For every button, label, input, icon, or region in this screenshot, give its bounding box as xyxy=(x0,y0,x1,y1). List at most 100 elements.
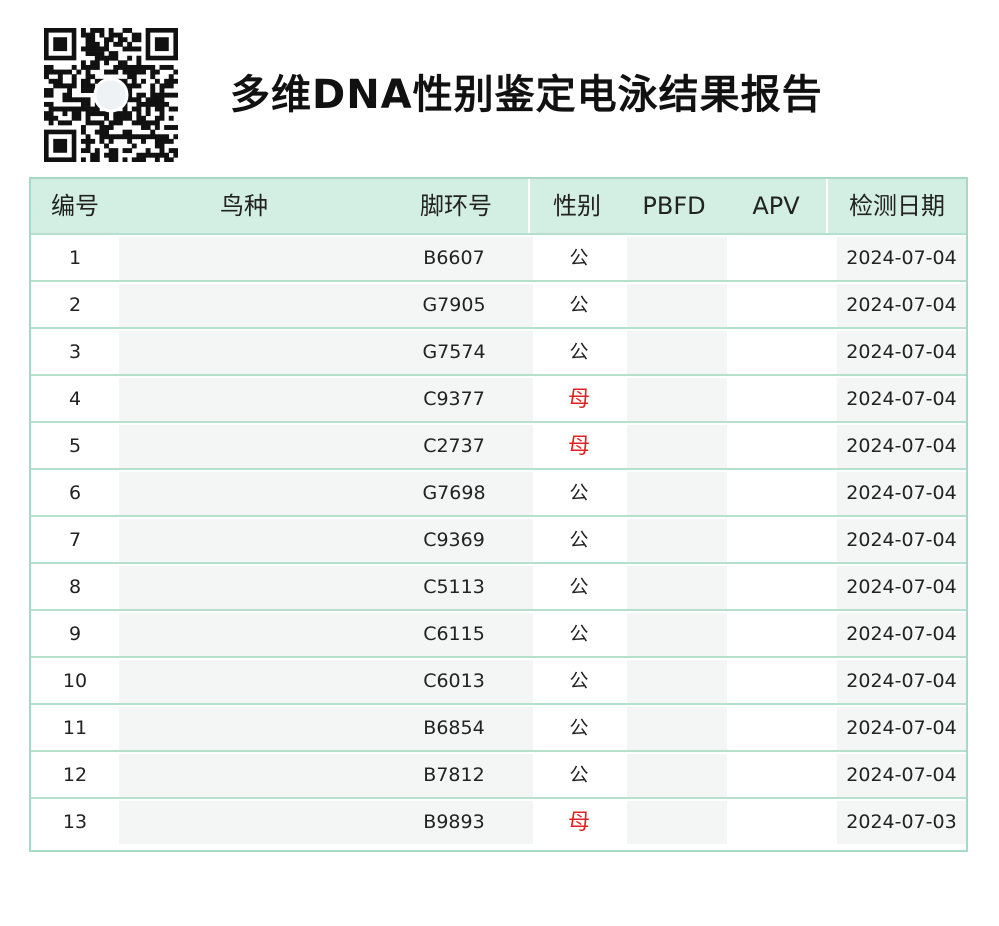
cell-pbfd xyxy=(627,613,727,656)
table-row: 5 C2737 母 2024-07-04 xyxy=(31,423,966,470)
header-apv: APV xyxy=(752,192,800,220)
cell-ring: B6854 xyxy=(375,707,533,750)
cell-apv xyxy=(729,519,827,562)
cell-no: 7 xyxy=(68,529,82,551)
row-divider xyxy=(31,515,966,517)
cell-pbfd xyxy=(627,754,727,797)
cell-no: 6 xyxy=(68,482,82,504)
table-row: 4 C9377 母 2024-07-04 xyxy=(31,376,966,423)
row-divider xyxy=(31,421,966,423)
cell-date: 2024-07-04 xyxy=(837,566,966,609)
cell-no: 9 xyxy=(68,623,82,645)
cell-apv xyxy=(729,284,827,327)
cell-ring: G7698 xyxy=(375,472,533,515)
header-species: 鸟种 xyxy=(220,192,268,220)
cell-date: 2024-07-04 xyxy=(837,284,966,327)
cell-apv xyxy=(729,425,827,468)
cell-no: 12 xyxy=(62,764,88,786)
cell-apv xyxy=(729,754,827,797)
cell-apv xyxy=(729,613,827,656)
cell-species xyxy=(119,801,375,844)
cell-sex: 公 xyxy=(569,529,589,551)
cell-date: 2024-07-04 xyxy=(837,707,966,750)
cell-ring: C2737 xyxy=(375,425,533,468)
cell-no: 10 xyxy=(62,670,88,692)
table-row: 2 G7905 公 2024-07-04 xyxy=(31,282,966,329)
table-row: 1 B6607 公 2024-07-04 xyxy=(31,235,966,282)
cell-ring: B7812 xyxy=(375,754,533,797)
cell-apv xyxy=(729,472,827,515)
table-row: 10 C6013 公 2024-07-04 xyxy=(31,658,966,705)
row-divider xyxy=(31,233,966,235)
cell-no: 11 xyxy=(62,717,88,739)
header-no: 编号 xyxy=(51,192,99,220)
cell-apv xyxy=(729,378,827,421)
cell-no: 13 xyxy=(62,811,88,833)
cell-date: 2024-07-03 xyxy=(837,801,966,844)
cell-ring: C6115 xyxy=(375,613,533,656)
cell-apv xyxy=(729,237,827,280)
cell-pbfd xyxy=(627,519,727,562)
table-row: 11 B6854 公 2024-07-04 xyxy=(31,705,966,752)
cell-sex: 公 xyxy=(569,247,589,269)
header-ring: 脚环号 xyxy=(420,192,492,220)
cell-sex: 母 xyxy=(567,810,590,835)
cell-pbfd xyxy=(627,801,727,844)
cell-pbfd xyxy=(627,331,727,374)
cell-date: 2024-07-04 xyxy=(837,613,966,656)
cell-sex: 公 xyxy=(569,576,589,598)
cell-apv xyxy=(729,801,827,844)
cell-pbfd xyxy=(627,237,727,280)
report-title: 多维DNA性别鉴定电泳结果报告 xyxy=(230,72,823,118)
cell-ring: B6607 xyxy=(375,237,533,280)
cell-species xyxy=(119,425,375,468)
cell-no: 8 xyxy=(68,576,82,598)
cell-no: 1 xyxy=(68,247,82,269)
cell-species xyxy=(119,284,375,327)
cell-species xyxy=(119,754,375,797)
cell-pbfd xyxy=(627,284,727,327)
row-divider xyxy=(31,327,966,329)
cell-pbfd xyxy=(627,472,727,515)
table-row: 7 C9369 公 2024-07-04 xyxy=(31,517,966,564)
table-row: 12 B7812 公 2024-07-04 xyxy=(31,752,966,799)
header-divider xyxy=(826,179,828,233)
row-divider xyxy=(31,750,966,752)
row-divider xyxy=(31,609,966,611)
cell-pbfd xyxy=(627,566,727,609)
cell-ring: G7574 xyxy=(375,331,533,374)
cell-species xyxy=(119,378,375,421)
cell-pbfd xyxy=(627,425,727,468)
row-divider xyxy=(31,703,966,705)
row-divider xyxy=(31,656,966,658)
table-row: 8 C5113 公 2024-07-04 xyxy=(31,564,966,611)
cell-sex: 公 xyxy=(569,717,589,739)
cell-date: 2024-07-04 xyxy=(837,519,966,562)
cell-species xyxy=(119,566,375,609)
table-row: 9 C6115 公 2024-07-04 xyxy=(31,611,966,658)
row-divider xyxy=(31,280,966,282)
cell-sex: 公 xyxy=(569,623,589,645)
row-divider xyxy=(31,797,966,799)
cell-pbfd xyxy=(627,660,727,703)
cell-no: 3 xyxy=(68,341,82,363)
header-divider xyxy=(528,179,530,233)
table-row: 3 G7574 公 2024-07-04 xyxy=(31,329,966,376)
cell-species xyxy=(119,660,375,703)
cell-ring: C9377 xyxy=(375,378,533,421)
cell-ring: C9369 xyxy=(375,519,533,562)
cell-sex: 公 xyxy=(569,294,589,316)
cell-ring: B9893 xyxy=(375,801,533,844)
cell-date: 2024-07-04 xyxy=(837,331,966,374)
cell-pbfd xyxy=(627,378,727,421)
cell-species xyxy=(119,331,375,374)
cell-species xyxy=(119,613,375,656)
cell-sex: 母 xyxy=(567,434,590,459)
cell-date: 2024-07-04 xyxy=(837,378,966,421)
cell-ring: C6013 xyxy=(375,660,533,703)
cell-date: 2024-07-04 xyxy=(837,660,966,703)
cell-apv xyxy=(729,331,827,374)
cell-sex: 母 xyxy=(567,387,590,412)
cell-apv xyxy=(729,707,827,750)
cell-date: 2024-07-04 xyxy=(837,425,966,468)
